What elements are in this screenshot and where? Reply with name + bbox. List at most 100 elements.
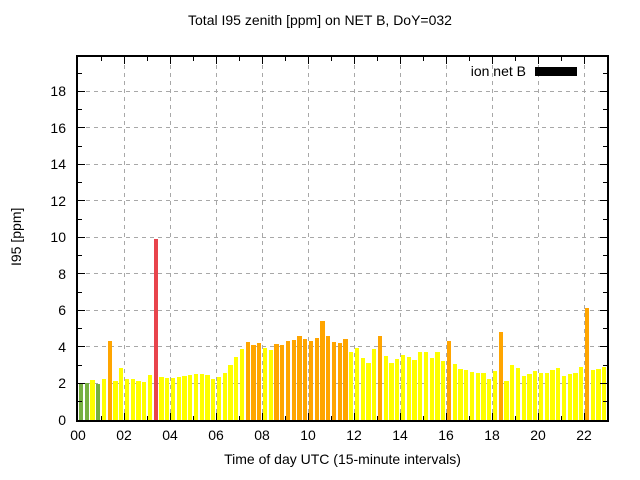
tick-mark xyxy=(78,364,82,366)
v-gridline xyxy=(261,57,263,420)
tick-mark xyxy=(603,401,607,403)
v-gridline xyxy=(215,57,217,420)
bar-06:00 xyxy=(216,377,222,420)
bar-03:00 xyxy=(147,375,153,420)
bar-18:30 xyxy=(504,380,509,420)
bar-07:15 xyxy=(245,341,250,420)
tick-mark xyxy=(100,416,102,420)
bar-16:15 xyxy=(452,364,457,420)
bar-01:15 xyxy=(107,340,112,420)
tick-mark xyxy=(603,218,607,220)
bar-18:15 xyxy=(498,332,503,420)
bar-19:15 xyxy=(521,376,526,420)
bar-11:00 xyxy=(331,342,337,420)
tick-mark xyxy=(261,57,263,64)
bar-10:45 xyxy=(326,336,331,420)
h-gridline xyxy=(78,200,607,202)
bar-04:00 xyxy=(170,378,176,420)
h-gridline xyxy=(78,90,607,92)
tick-mark xyxy=(307,413,309,420)
bar-16:00 xyxy=(446,340,452,420)
v-gridline xyxy=(307,57,309,420)
v-gridline xyxy=(583,57,585,420)
bar-09:45 xyxy=(303,338,308,420)
tick-mark xyxy=(491,57,493,64)
x-tick-label: 02 xyxy=(116,427,132,443)
tick-mark xyxy=(583,413,585,420)
bar-20:15 xyxy=(544,372,549,420)
tick-mark xyxy=(78,145,82,147)
y-tick-label: 18 xyxy=(50,83,66,100)
bar-12:15 xyxy=(360,357,365,420)
bar-13:30 xyxy=(389,363,394,420)
tick-mark xyxy=(600,90,607,92)
tick-mark xyxy=(491,413,493,420)
tick-mark xyxy=(603,291,607,293)
tick-mark xyxy=(399,413,401,420)
tick-mark xyxy=(600,346,607,348)
y-tick-label: 4 xyxy=(58,338,66,355)
bar-07:00 xyxy=(239,348,245,420)
tick-mark xyxy=(78,182,82,184)
bar-14:45 xyxy=(418,352,423,420)
bar-04:45 xyxy=(188,375,193,420)
bar-15:00 xyxy=(423,351,429,420)
bar-13:15 xyxy=(383,356,388,420)
bar-02:00 xyxy=(124,378,130,420)
tick-mark xyxy=(78,291,82,293)
tick-mark xyxy=(330,57,332,61)
x-tick-label: 22 xyxy=(576,427,592,443)
h-gridline xyxy=(78,273,607,275)
bar-08:15 xyxy=(268,349,273,420)
x-tick-label: 18 xyxy=(484,427,500,443)
bar-11:30 xyxy=(343,338,348,420)
legend-label: ion net B xyxy=(470,63,526,79)
x-tick-label: 12 xyxy=(346,427,362,443)
bar-07:45 xyxy=(257,343,262,420)
bar-03:30 xyxy=(159,377,164,420)
x-tick-label: 14 xyxy=(392,427,408,443)
tick-mark xyxy=(603,364,607,366)
bar-19:00 xyxy=(515,368,521,420)
tick-mark xyxy=(78,328,82,330)
tick-mark xyxy=(603,145,607,147)
tick-mark xyxy=(284,57,286,61)
bar-12:45 xyxy=(372,348,377,420)
tick-mark xyxy=(600,273,607,275)
bar-00:30 xyxy=(90,379,95,420)
bar-01:30 xyxy=(113,380,118,420)
bar-08:30 xyxy=(274,344,279,420)
tick-mark xyxy=(422,57,424,61)
bar-05:00 xyxy=(193,374,199,420)
legend: ion net B xyxy=(471,64,577,78)
h-gridline xyxy=(78,309,607,311)
tick-mark xyxy=(353,57,355,64)
h-gridline xyxy=(78,346,607,348)
bar-06:45 xyxy=(234,357,239,420)
y-tick-label: 16 xyxy=(50,119,66,136)
y-tick-label: 14 xyxy=(50,156,66,173)
tick-mark xyxy=(78,127,85,129)
bar-03:45 xyxy=(165,378,170,420)
bar-16:30 xyxy=(458,368,463,420)
bar-19:45 xyxy=(533,370,538,420)
x-tick-label: 06 xyxy=(208,427,224,443)
bar-21:15 xyxy=(567,374,572,420)
plot-area: ion net B xyxy=(76,55,609,422)
tick-mark xyxy=(603,109,607,111)
bar-22:30 xyxy=(596,368,601,420)
tick-mark xyxy=(399,57,401,64)
bar-02:15 xyxy=(130,378,135,420)
tick-mark xyxy=(192,416,194,420)
legend-swatch-icon xyxy=(535,66,577,76)
y-axis-label: I95 [ppm] xyxy=(8,207,24,266)
bar-16:45 xyxy=(464,369,469,420)
bar-10:30 xyxy=(320,320,325,420)
x-tick-label: 20 xyxy=(530,427,546,443)
bar-22:15 xyxy=(590,369,595,420)
bar-17:30 xyxy=(481,373,486,420)
bar-04:30 xyxy=(182,376,187,420)
tick-mark xyxy=(78,346,85,348)
tick-mark xyxy=(169,413,171,420)
tick-mark xyxy=(445,57,447,64)
